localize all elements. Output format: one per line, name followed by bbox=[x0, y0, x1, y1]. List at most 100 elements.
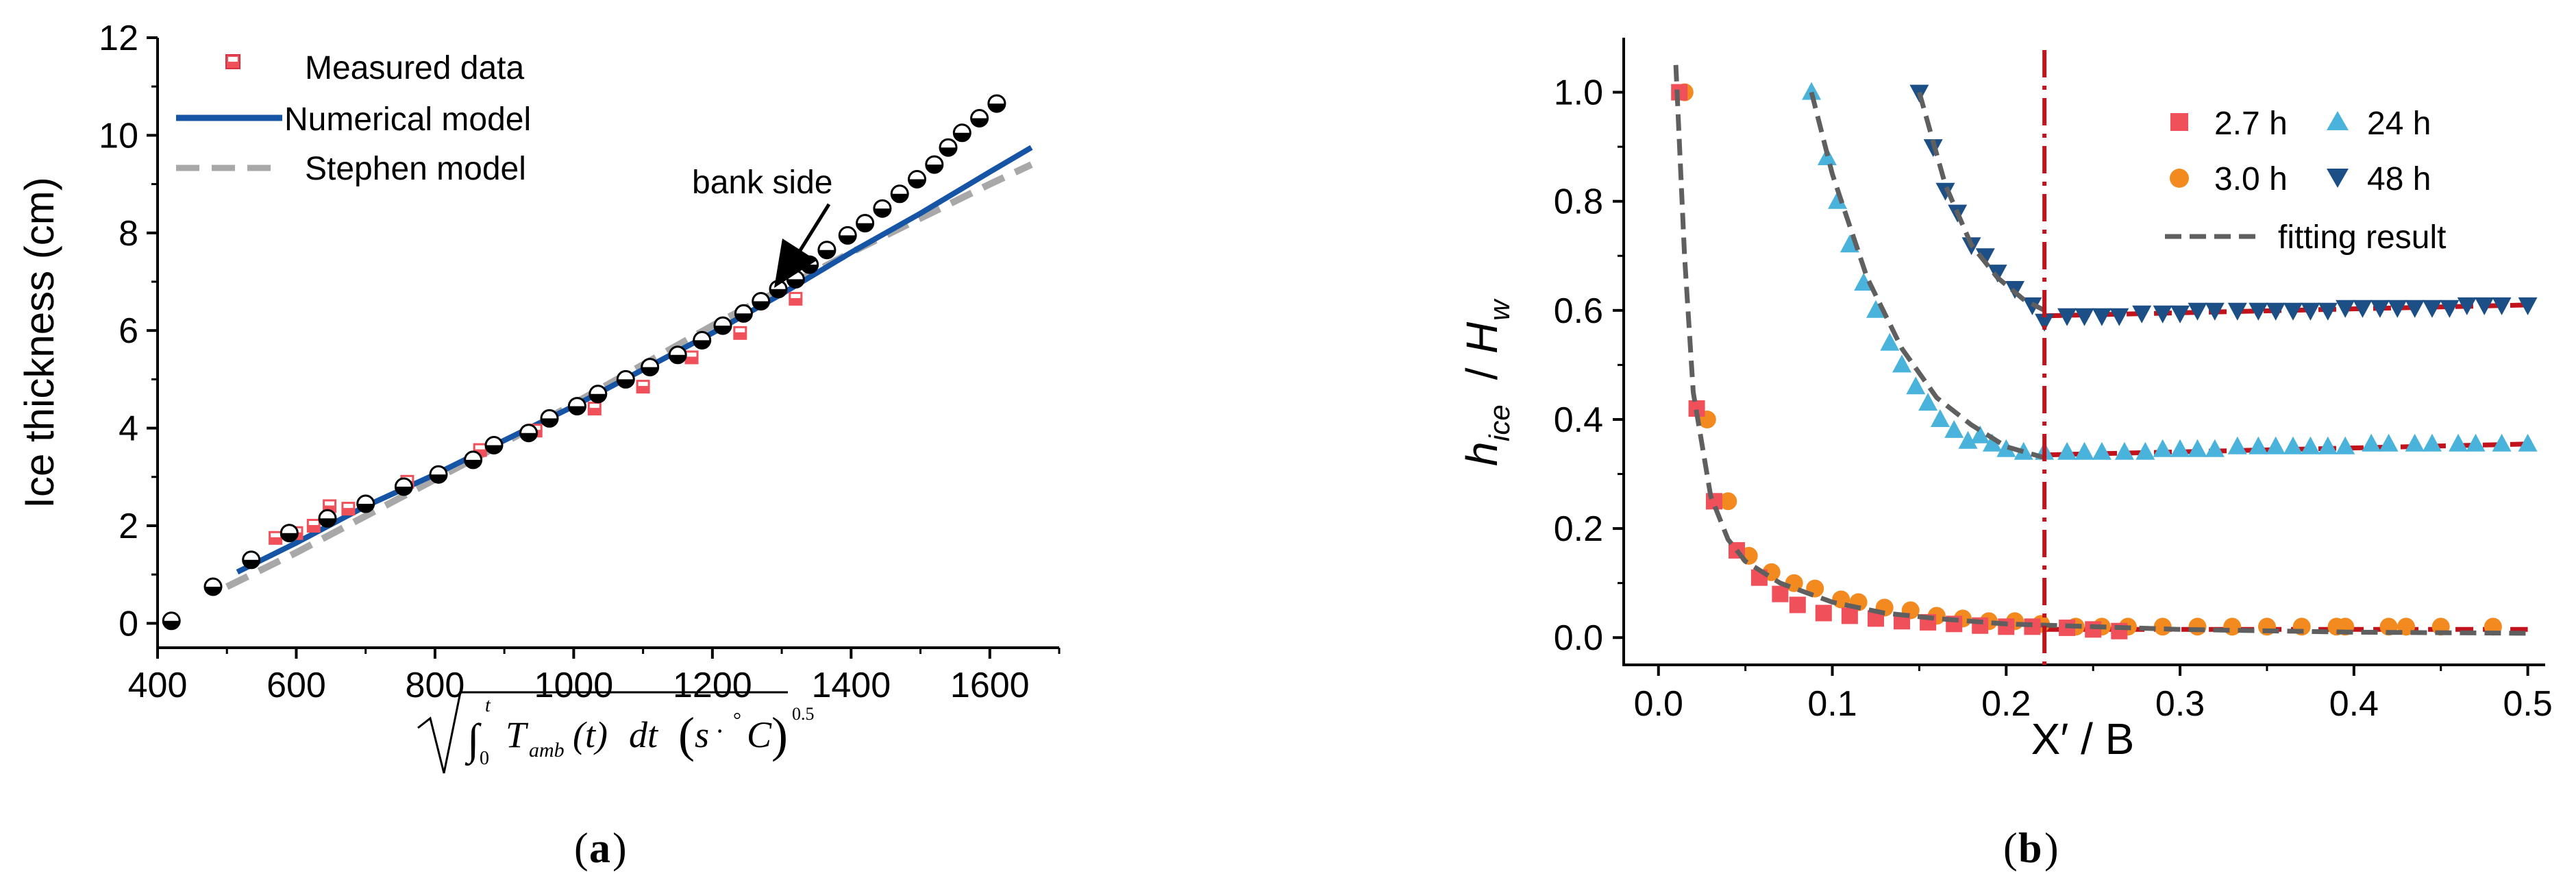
svg-text:H: H bbox=[1457, 321, 1507, 354]
panel-b-series bbox=[1671, 64, 2538, 640]
point-24h bbox=[2518, 433, 2538, 452]
point-24h bbox=[2336, 436, 2355, 454]
point-48h bbox=[2301, 302, 2320, 321]
bank-side-point bbox=[203, 577, 223, 596]
point-24h bbox=[2057, 441, 2077, 460]
bank-side-point bbox=[162, 611, 181, 631]
point-48h bbox=[2153, 305, 2172, 324]
y-tick-label: 0.4 bbox=[1554, 400, 1603, 440]
point-24h bbox=[1802, 82, 1822, 100]
bank-side-point bbox=[987, 94, 1006, 113]
bank-side-point bbox=[464, 450, 483, 470]
point-24h bbox=[2170, 439, 2190, 457]
bank-side-point bbox=[484, 436, 504, 454]
fitting-result-line bbox=[1917, 91, 2046, 313]
point-2-7h bbox=[1772, 585, 1789, 602]
point-48h bbox=[2492, 297, 2512, 315]
y-tick-label: 10 bbox=[99, 116, 138, 156]
point-24h bbox=[2075, 441, 2094, 460]
measured-point bbox=[733, 326, 747, 340]
y-tick-label: 8 bbox=[119, 214, 138, 254]
bank-side-point bbox=[429, 465, 448, 484]
bank-side-point bbox=[890, 184, 909, 204]
bank-side-point bbox=[589, 385, 608, 404]
point-48h bbox=[2227, 302, 2247, 321]
x-tick-label: 1400 bbox=[811, 666, 891, 705]
point-24h bbox=[1840, 234, 1859, 253]
point-24h bbox=[2092, 441, 2111, 460]
point-48h bbox=[2475, 297, 2494, 315]
bank-side-point bbox=[873, 199, 892, 218]
bank-side-point bbox=[318, 509, 337, 528]
legend-30h-label: 3.0 h bbox=[2214, 161, 2288, 197]
measured-point bbox=[306, 519, 321, 533]
point-24h bbox=[1983, 433, 2002, 452]
y-tick-label: 0.0 bbox=[1554, 618, 1603, 658]
y-tick-label: 0.2 bbox=[1554, 509, 1603, 549]
point-2-7h bbox=[2085, 621, 2102, 638]
bank-side-point bbox=[693, 330, 712, 350]
point-48h bbox=[2075, 308, 2094, 326]
point-24h bbox=[1892, 354, 1911, 373]
bank-side-point bbox=[668, 345, 687, 365]
svg-text:): ) bbox=[612, 825, 627, 872]
x-axis-label: ∫ t 0 T amb (t) dt ( s · ° C ) 0.5 bbox=[417, 691, 815, 774]
bank-side-point bbox=[752, 292, 771, 310]
bank-side-point bbox=[908, 170, 926, 188]
legend-48h-label: 48 h bbox=[2367, 161, 2431, 197]
bank-side-point bbox=[519, 424, 538, 443]
bank-side-point bbox=[567, 397, 586, 416]
point-24h bbox=[1996, 439, 2016, 457]
measured-point bbox=[789, 291, 803, 306]
point-2-7h bbox=[1815, 605, 1832, 622]
point-24h bbox=[2188, 439, 2207, 457]
svg-text:w: w bbox=[1483, 298, 1515, 321]
point-48h bbox=[2457, 297, 2477, 315]
sqrt-symbol bbox=[417, 691, 788, 774]
legend-stephen-label: Stephen model bbox=[305, 151, 526, 187]
close-paren: ) bbox=[771, 707, 788, 762]
x-tick-label: 600 bbox=[267, 666, 326, 705]
bank-side-point bbox=[242, 550, 261, 570]
x-tick-label: 800 bbox=[406, 666, 465, 705]
bank-side-point bbox=[734, 304, 753, 323]
svg-text:(: ( bbox=[574, 825, 589, 872]
point-48h bbox=[2266, 302, 2286, 321]
measured-point bbox=[636, 380, 650, 394]
legend-measured-marker-inner bbox=[228, 57, 238, 62]
legend-fit-label: fitting result bbox=[2278, 219, 2446, 256]
point-48h bbox=[2035, 313, 2055, 332]
point-48h bbox=[1987, 265, 2007, 283]
point-24h bbox=[1930, 409, 1950, 427]
x-axis-label: X′ / B bbox=[2031, 714, 2135, 764]
y-tick-label: 4 bbox=[119, 409, 138, 449]
bank-side-point bbox=[856, 214, 875, 233]
point-24h bbox=[2423, 433, 2442, 452]
measured-point bbox=[269, 531, 283, 545]
panel-b-caption: ( b ) bbox=[2003, 825, 2059, 872]
unit-s: s bbox=[695, 714, 709, 755]
point-24h bbox=[2318, 436, 2338, 454]
point-48h bbox=[2283, 302, 2303, 321]
point-24h bbox=[2135, 441, 2155, 460]
panel-a-caption: ( a ) bbox=[574, 825, 627, 872]
bank-side-point bbox=[616, 369, 635, 389]
panel-b-axes bbox=[1622, 38, 2545, 666]
bank-side-arrow bbox=[774, 203, 831, 288]
point-24h bbox=[1854, 273, 1874, 291]
bank-side-point bbox=[540, 409, 559, 428]
x-tick-label: 1600 bbox=[950, 666, 1030, 705]
bank-side-point bbox=[838, 226, 857, 245]
x-tick-label: 0.4 bbox=[2329, 684, 2379, 724]
time-argument: (t) bbox=[573, 714, 608, 755]
t-amb-symbol: T bbox=[506, 714, 529, 755]
legend-24h-label: 24 h bbox=[2367, 106, 2431, 142]
legend-27h-marker bbox=[2170, 113, 2188, 131]
y-tick-label: 1.0 bbox=[1554, 73, 1603, 113]
bank-side-point bbox=[280, 524, 299, 543]
bank-side-point bbox=[970, 109, 989, 127]
legend-30h-marker bbox=[2170, 169, 2189, 188]
x-tick-label: 0.1 bbox=[1807, 684, 1857, 724]
unit-c: C bbox=[747, 714, 772, 755]
measured-point bbox=[684, 350, 699, 365]
